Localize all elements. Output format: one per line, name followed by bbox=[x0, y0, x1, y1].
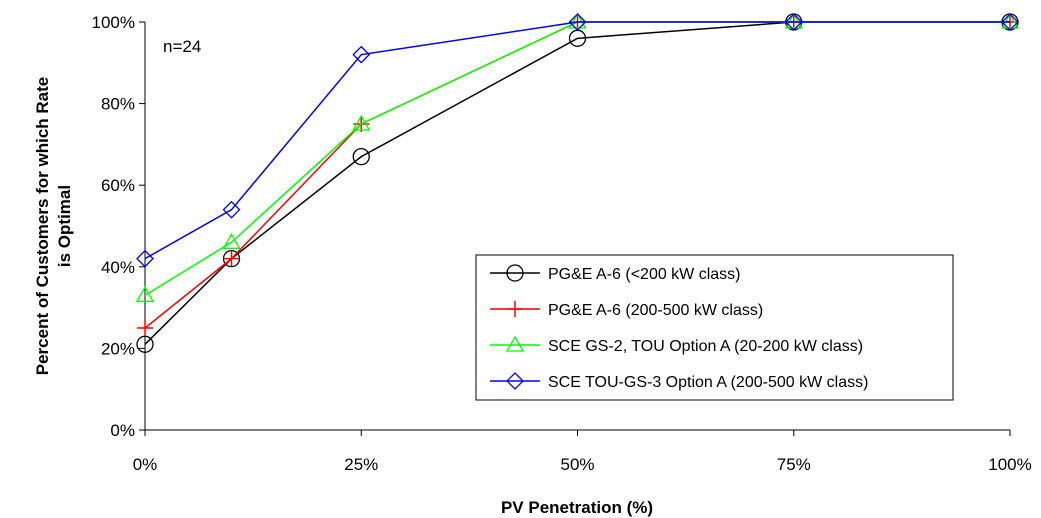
legend: PG&E A-6 (<200 kW class) PG&E A-6 (200-50… bbox=[475, 254, 954, 401]
y-tick-label: 60% bbox=[101, 176, 135, 195]
legend-item: PG&E A-6 (<200 kW class) bbox=[490, 264, 741, 283]
data-point bbox=[568, 13, 587, 31]
legend-label: SCE TOU-GS-3 Option A (200-500 kW class) bbox=[548, 374, 868, 391]
data-point bbox=[1000, 12, 1020, 29]
data-point bbox=[784, 12, 803, 29]
data-point bbox=[135, 286, 155, 303]
y-axis-title-text: Percent of Customers for which Rate is Op… bbox=[33, 77, 74, 376]
y-tick-label: 80% bbox=[101, 95, 135, 114]
data-point bbox=[507, 301, 523, 317]
x-axis-ticks: 0% 25% 50% 75% 100% bbox=[133, 430, 1032, 474]
y-tick-label: 20% bbox=[101, 339, 135, 358]
x-tick-label: 75% bbox=[777, 455, 811, 474]
legend-box bbox=[475, 254, 954, 401]
axes bbox=[144, 22, 1010, 431]
y-tick-label: 0% bbox=[110, 421, 135, 440]
y-tick-label: 100% bbox=[92, 13, 135, 32]
data-point bbox=[568, 12, 587, 29]
data-point bbox=[222, 200, 241, 219]
y-axis-title: Percent of Customers for which Rate is Op… bbox=[33, 77, 74, 376]
legend-label: PG&E A-6 (<200 kW class) bbox=[548, 266, 741, 283]
data-point bbox=[223, 250, 240, 267]
legend-item: SCE TOU-GS-3 Option A (200-500 kW class) bbox=[490, 372, 868, 391]
legend-label: SCE GS-2, TOU Option A (20-200 kW class) bbox=[548, 338, 863, 355]
x-tick-label: 50% bbox=[560, 455, 594, 474]
series-layer bbox=[135, 12, 1020, 353]
series-diamond bbox=[136, 13, 1019, 268]
y-axis-ticks: 0% 20% 40% 60% 80% 100% bbox=[92, 13, 145, 440]
x-tick-label: 0% bbox=[133, 455, 158, 474]
data-point bbox=[136, 249, 154, 268]
data-point bbox=[352, 45, 371, 64]
y-tick-label: 40% bbox=[101, 258, 135, 277]
data-point bbox=[352, 147, 370, 166]
legend-item: PG&E A-6 (200-500 kW class) bbox=[490, 301, 763, 319]
data-point bbox=[506, 264, 524, 282]
data-point bbox=[136, 335, 154, 353]
data-point bbox=[137, 320, 153, 336]
data-point bbox=[222, 233, 241, 249]
y-axis-title-line: is Optimal bbox=[55, 185, 74, 267]
series-line bbox=[144, 21, 1010, 260]
sample-size-note: n=24 bbox=[163, 37, 201, 56]
x-tick-label: 100% bbox=[988, 455, 1031, 474]
legend-item: SCE GS-2, TOU Option A (20-200 kW class) bbox=[490, 335, 863, 355]
data-point bbox=[1001, 13, 1019, 31]
data-point bbox=[506, 372, 524, 390]
data-point bbox=[352, 114, 371, 131]
y-axis-title-line: Percent of Customers for which Rate bbox=[33, 77, 52, 376]
legend-label: PG&E A-6 (200-500 kW class) bbox=[548, 302, 763, 319]
data-point bbox=[505, 335, 525, 352]
x-tick-label: 25% bbox=[344, 455, 378, 474]
x-axis-title: PV Penetration (%) bbox=[501, 498, 653, 517]
data-point bbox=[784, 13, 803, 31]
